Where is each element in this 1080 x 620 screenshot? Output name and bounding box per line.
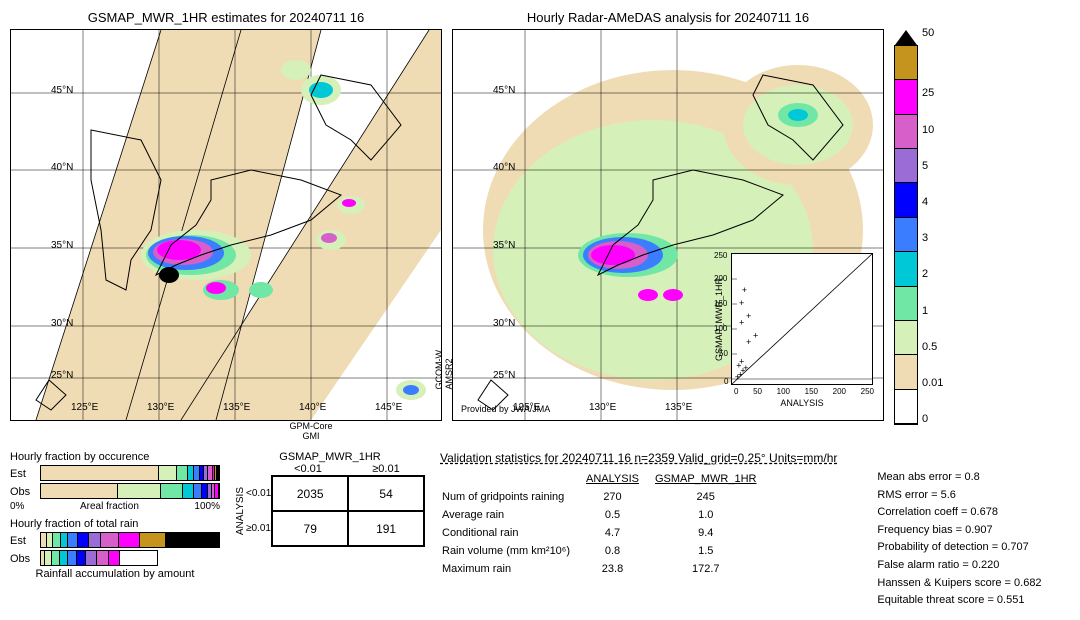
svg-text:+: + (739, 318, 744, 328)
colorbar-labels: 502510543210.50.010 (918, 45, 943, 425)
right-swath-label: GCOM-W AMSR2 (434, 350, 454, 390)
est-occur-bar (40, 465, 220, 481)
stats-metrics: Mean abs error = 0.8RMS error = 5.6Corre… (877, 469, 1041, 610)
lon-tick: 135°E (665, 402, 692, 413)
svg-text:+: + (746, 311, 751, 321)
stats-title: Validation statistics for 20240711 16 n=… (440, 451, 837, 465)
lat-tick: 40°N (493, 162, 515, 173)
obs-occur-bar (40, 483, 220, 499)
svg-text:+: + (746, 337, 751, 347)
lon-tick: 140°E (299, 402, 326, 413)
cont-cell: 2035 (272, 476, 348, 511)
swath-label: GPM-Core GMI (180, 421, 442, 441)
lat-tick: 25°N (493, 370, 515, 381)
scatter-ylabel: GSMAP_MWR_1HR (714, 254, 724, 384)
lat-tick: 30°N (493, 318, 515, 329)
colorbar (894, 45, 918, 425)
obs-total-bar (40, 550, 158, 566)
cont-cell: 191 (348, 511, 424, 546)
provider-credit: Provided by JWA/JMA (461, 404, 550, 414)
lon-tick: 145°E (375, 402, 402, 413)
fraction-accum-title: Rainfall accumulation by amount (10, 568, 220, 580)
lat-tick: 30°N (51, 318, 73, 329)
lon-tick: 125°E (71, 402, 98, 413)
lon-tick: 130°E (147, 402, 174, 413)
maps-row: GSMAP_MWR_1HR estimates for 20240711 16 (10, 10, 1070, 441)
right-map-panel: Hourly Radar-AMeDAS analysis for 2024071… (452, 10, 884, 441)
cont-cell: 54 (348, 476, 424, 511)
colorbar-panel: 502510543210.50.010 (894, 10, 943, 441)
lat-tick: 35°N (493, 240, 515, 251)
right-map: 45°N 40°N 35°N 30°N 25°N 125°E 130°E 135… (452, 29, 884, 421)
svg-text:+: + (753, 331, 758, 341)
fraction-occur-title: Hourly fraction by occurence (10, 451, 220, 463)
lat-tick: 35°N (51, 240, 73, 251)
contingency-title: GSMAP_MWR_1HR (235, 451, 425, 463)
lon-tick: 130°E (589, 402, 616, 413)
scatter-xlabel: ANALYSIS (732, 398, 872, 408)
lon-tick: 135°E (223, 402, 250, 413)
lat-tick: 45°N (493, 85, 515, 96)
svg-text:+: + (742, 285, 747, 295)
left-map: 45°N 40°N 35°N 30°N 25°N 125°E 130°E 135… (10, 29, 442, 421)
cont-cell: 79 (272, 511, 348, 546)
fractions-panel: Hourly fraction by occurence Est Obs 0%A… (10, 451, 220, 610)
contingency-side-title: ANALYSIS (235, 487, 246, 535)
est-total-bar (40, 532, 220, 548)
contingency-grid: 2035 54 79 191 (271, 475, 425, 547)
left-map-title: GSMAP_MWR_1HR estimates for 20240711 16 (10, 10, 442, 25)
right-map-title: Hourly Radar-AMeDAS analysis for 2024071… (452, 10, 884, 25)
lat-tick: 40°N (51, 162, 73, 173)
lat-tick: 25°N (51, 370, 73, 381)
colorbar-top-triangle (895, 30, 917, 45)
svg-text:+: + (735, 372, 740, 382)
bottom-row: Hourly fraction by occurence Est Obs 0%A… (10, 451, 1070, 610)
svg-text:+: + (739, 357, 744, 367)
fraction-total-title: Hourly fraction of total rain (10, 518, 220, 530)
contingency-panel: GSMAP_MWR_1HR <0.01 ≥0.01 ANALYSIS <0.01… (235, 451, 425, 610)
stats-panel: Validation statistics for 20240711 16 n=… (440, 451, 1070, 610)
stats-table: ANALYSISGSMAP_MWR_1HR Num of gridpoints … (440, 469, 772, 579)
scatter-inset: ++++++++++++ 250 200 150 100 50 (731, 253, 873, 385)
lat-tick: 45°N (51, 85, 73, 96)
svg-text:+: + (739, 298, 744, 308)
est-label: Est (10, 468, 36, 480)
left-map-panel: GSMAP_MWR_1HR estimates for 20240711 16 (10, 10, 442, 441)
obs-label: Obs (10, 486, 36, 498)
